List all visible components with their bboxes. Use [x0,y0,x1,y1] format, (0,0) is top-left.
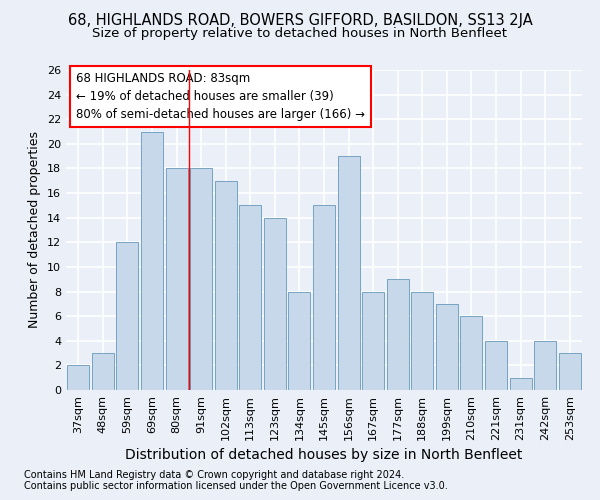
Bar [67,366,89,390]
Bar [215,181,237,390]
Bar [460,316,482,390]
Bar [190,168,212,390]
Bar [534,341,556,390]
Bar [411,292,433,390]
Bar [166,168,188,390]
Text: Contains public sector information licensed under the Open Government Licence v3: Contains public sector information licen… [24,481,448,491]
Bar [485,341,507,390]
X-axis label: Distribution of detached houses by size in North Benfleet: Distribution of detached houses by size … [125,448,523,462]
Text: 68 HIGHLANDS ROAD: 83sqm
← 19% of detached houses are smaller (39)
80% of semi-d: 68 HIGHLANDS ROAD: 83sqm ← 19% of detach… [76,72,365,120]
Bar [289,292,310,390]
Bar [313,206,335,390]
Text: Contains HM Land Registry data © Crown copyright and database right 2024.: Contains HM Land Registry data © Crown c… [24,470,404,480]
Bar [338,156,359,390]
Bar [509,378,532,390]
Bar [559,353,581,390]
Bar [386,279,409,390]
Y-axis label: Number of detached properties: Number of detached properties [28,132,41,328]
Bar [239,206,262,390]
Bar [264,218,286,390]
Text: Size of property relative to detached houses in North Benfleet: Size of property relative to detached ho… [92,28,508,40]
Bar [92,353,114,390]
Bar [362,292,384,390]
Bar [141,132,163,390]
Text: 68, HIGHLANDS ROAD, BOWERS GIFFORD, BASILDON, SS13 2JA: 68, HIGHLANDS ROAD, BOWERS GIFFORD, BASI… [68,12,532,28]
Bar [116,242,139,390]
Bar [436,304,458,390]
